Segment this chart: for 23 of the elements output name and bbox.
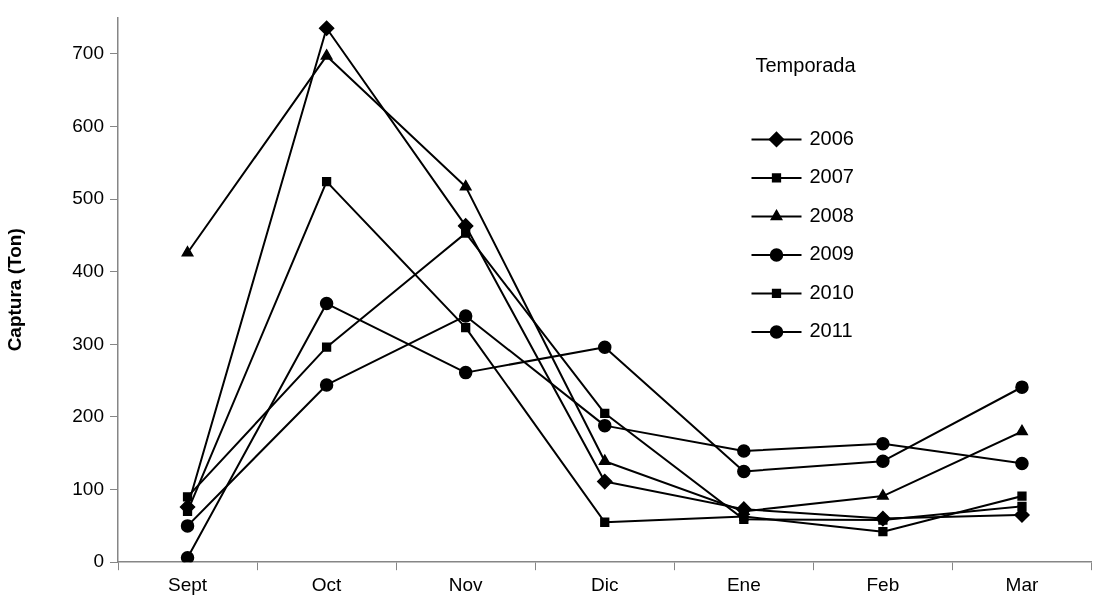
- y-tick-label: 0: [93, 550, 104, 572]
- y-tick-label: 100: [72, 477, 104, 499]
- x-tick-label: Oct: [311, 573, 343, 595]
- x-tick-label: Sept: [167, 573, 208, 595]
- legend-label: 2007: [809, 165, 854, 188]
- x-tick-label: Ene: [726, 573, 761, 595]
- legend-label: 2010: [809, 280, 854, 303]
- legend-label: 2011: [809, 319, 853, 342]
- legend-label: 2009: [809, 242, 854, 265]
- x-tick-label: Mar: [1005, 573, 1039, 595]
- y-tick-label: 600: [72, 114, 104, 136]
- y-axis-title: Captura (Ton): [3, 228, 25, 352]
- x-tick-label: Dic: [591, 573, 619, 595]
- x-tick-label: Feb: [866, 573, 900, 595]
- legend-title: Temporada: [755, 53, 857, 76]
- y-tick-label: 500: [72, 187, 104, 209]
- y-tick-label: 200: [72, 405, 104, 427]
- legend-label: 2006: [809, 126, 854, 149]
- y-tick-label: 400: [72, 259, 104, 281]
- y-tick-label: 700: [72, 41, 104, 63]
- y-tick-label: 300: [72, 332, 104, 354]
- legend-label: 2008: [809, 203, 854, 226]
- x-tick-label: Nov: [448, 573, 484, 595]
